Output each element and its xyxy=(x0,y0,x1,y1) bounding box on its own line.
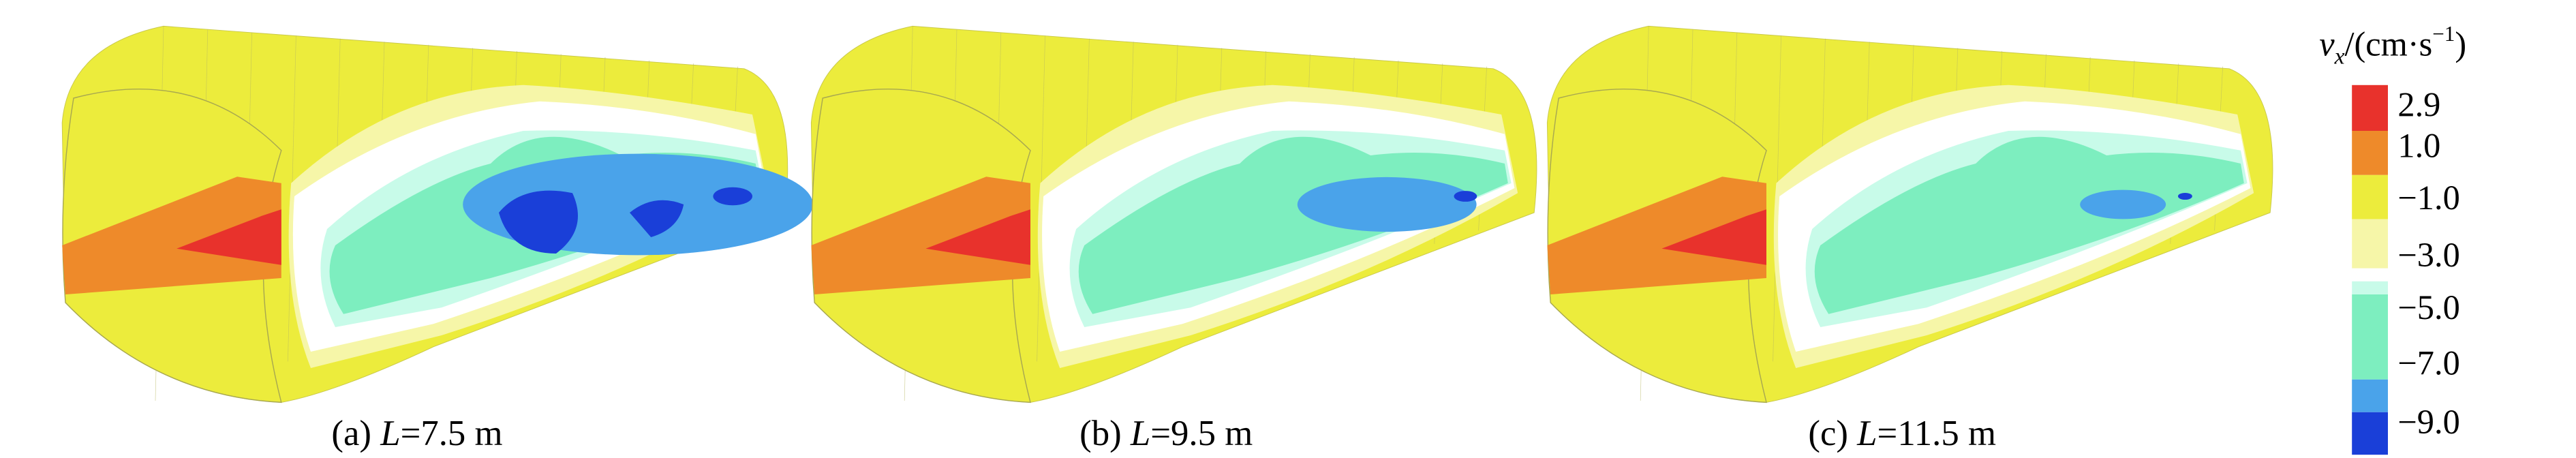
legend-swatch xyxy=(2352,281,2388,294)
caption-value: =7.5 m xyxy=(401,414,503,453)
legend: 2.91.0 −1.0 −3.0 −5.0 −7.0 −9.0 xyxy=(2352,85,2460,455)
caption: (b) L=9.5 m xyxy=(1079,414,1253,453)
caption-label: (a) xyxy=(331,414,380,453)
legend-sup: −1 xyxy=(2432,22,2455,46)
red-zone xyxy=(1661,209,1766,265)
legend-unit: /(cm·s xyxy=(2344,25,2432,63)
legend-swatch xyxy=(2352,219,2388,269)
legend-swatch xyxy=(2352,412,2388,455)
caption-value: =9.5 m xyxy=(1150,414,1253,453)
panels: (a) L=7.5 m (b) L=9.5 m (c) L=11.5 m xyxy=(61,25,2273,453)
legend-tick-label: −9.0 xyxy=(2397,403,2459,441)
legend-swatch xyxy=(2352,379,2388,412)
caption: (a) L=7.5 m xyxy=(331,414,502,453)
blue-zone xyxy=(1297,177,1477,232)
deep-core xyxy=(713,187,752,206)
legend-sub: x xyxy=(2334,44,2345,70)
caption-var: L xyxy=(1856,414,1877,453)
legend-swatch xyxy=(2352,131,2388,175)
legend-swatch xyxy=(2352,294,2388,380)
panel: (c) L=11.5 m xyxy=(1546,25,2273,453)
deep-core xyxy=(1454,191,1477,202)
red-zone xyxy=(177,209,281,265)
caption-var: L xyxy=(1130,414,1150,453)
deep-core xyxy=(2177,192,2192,200)
caption-label: (b) xyxy=(1079,414,1131,453)
legend-swatch xyxy=(2352,174,2388,219)
legend-tick-label: 1.0 xyxy=(2397,126,2440,164)
orange-zone xyxy=(811,177,1030,294)
deep-zone xyxy=(499,190,578,254)
legend-var: v xyxy=(2319,25,2335,63)
caption: (c) L=11.5 m xyxy=(1808,414,1996,453)
legend-swatch xyxy=(2352,85,2388,131)
legend-title: vx/(cm·s−1) xyxy=(2319,22,2466,70)
blue-zone xyxy=(2080,189,2166,219)
deep-zone xyxy=(630,200,684,237)
legend-close: ) xyxy=(2455,25,2466,63)
orange-zone xyxy=(62,177,281,294)
legend-tick-label: −3.0 xyxy=(2397,236,2459,274)
caption-var: L xyxy=(380,414,400,453)
aqua-zone xyxy=(1814,136,2244,314)
orange-zone xyxy=(1547,177,1766,294)
panel: (a) L=7.5 m xyxy=(61,25,813,453)
legend-tick-label: 2.9 xyxy=(2397,85,2440,123)
legend-tick-label: −7.0 xyxy=(2397,344,2459,382)
caption-label: (c) xyxy=(1808,414,1857,453)
panel: (b) L=9.5 m xyxy=(810,25,1537,453)
legend-tick-label: −5.0 xyxy=(2397,288,2459,326)
caption-value: =11.5 m xyxy=(1877,414,1996,453)
red-zone xyxy=(925,209,1030,265)
legend-tick-label: −1.0 xyxy=(2397,179,2459,217)
